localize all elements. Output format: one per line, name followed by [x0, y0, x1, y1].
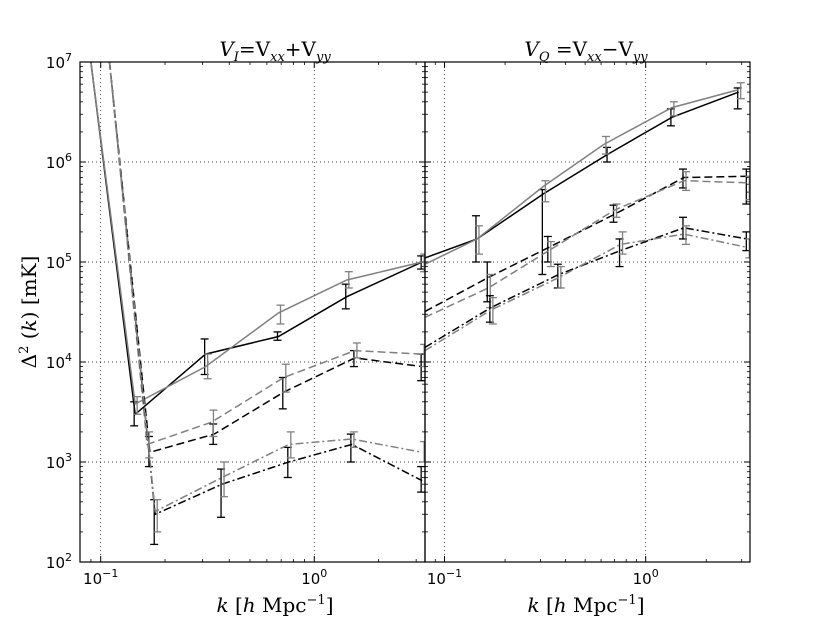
left-series-gray-dash-dot	[108, 62, 423, 513]
y-tick-label: 106	[46, 151, 72, 172]
right-x-axis-label: k [h Mpc−1]	[527, 593, 644, 617]
y-tick-label: 103	[46, 451, 72, 472]
right-series-black-dash-dot	[425, 227, 748, 349]
left-series-group	[90, 62, 425, 546]
left-axes-frame	[79, 61, 426, 563]
left-x-tick-label: 10−1	[83, 567, 118, 588]
right-series-black-solid	[425, 91, 739, 259]
left-series-black-solid	[90, 62, 423, 416]
right-axes-frame	[424, 61, 751, 563]
right-series-gray-dashed	[425, 179, 748, 318]
left-series-gray-dashed	[108, 62, 423, 446]
right-x-tick-label: 100	[633, 567, 659, 588]
right-series-group	[425, 82, 750, 352]
y-tick-label: 107	[46, 51, 72, 72]
y-axis-label: Δ2 (k) [mK]	[17, 256, 41, 369]
left-x-axis-label: k [h Mpc−1]	[216, 593, 333, 617]
y-tick-label: 104	[46, 351, 72, 372]
right-panel-title: VQ =Vxx−Vyy	[524, 37, 648, 65]
y-tick-label: 102	[46, 551, 72, 572]
y-tick-label: 105	[46, 251, 72, 272]
right-series-gray-dash-dot	[425, 233, 748, 352]
right-panel: 10−1 100	[424, 61, 751, 588]
left-series-black-dash-dot	[108, 62, 423, 516]
left-x-tick-label: 100	[301, 567, 327, 588]
left-panel-title: VI=Vxx+Vyy	[219, 37, 331, 65]
left-series-gray-solid	[90, 62, 423, 406]
left-series-black-dashed	[108, 62, 423, 454]
left-panel: 10−1 100 102 103 104 105 106 107	[46, 51, 426, 588]
right-x-tick-label: 10−1	[427, 567, 462, 588]
right-series-gray-solid	[425, 88, 739, 265]
right-series-black-dashed	[425, 175, 748, 313]
